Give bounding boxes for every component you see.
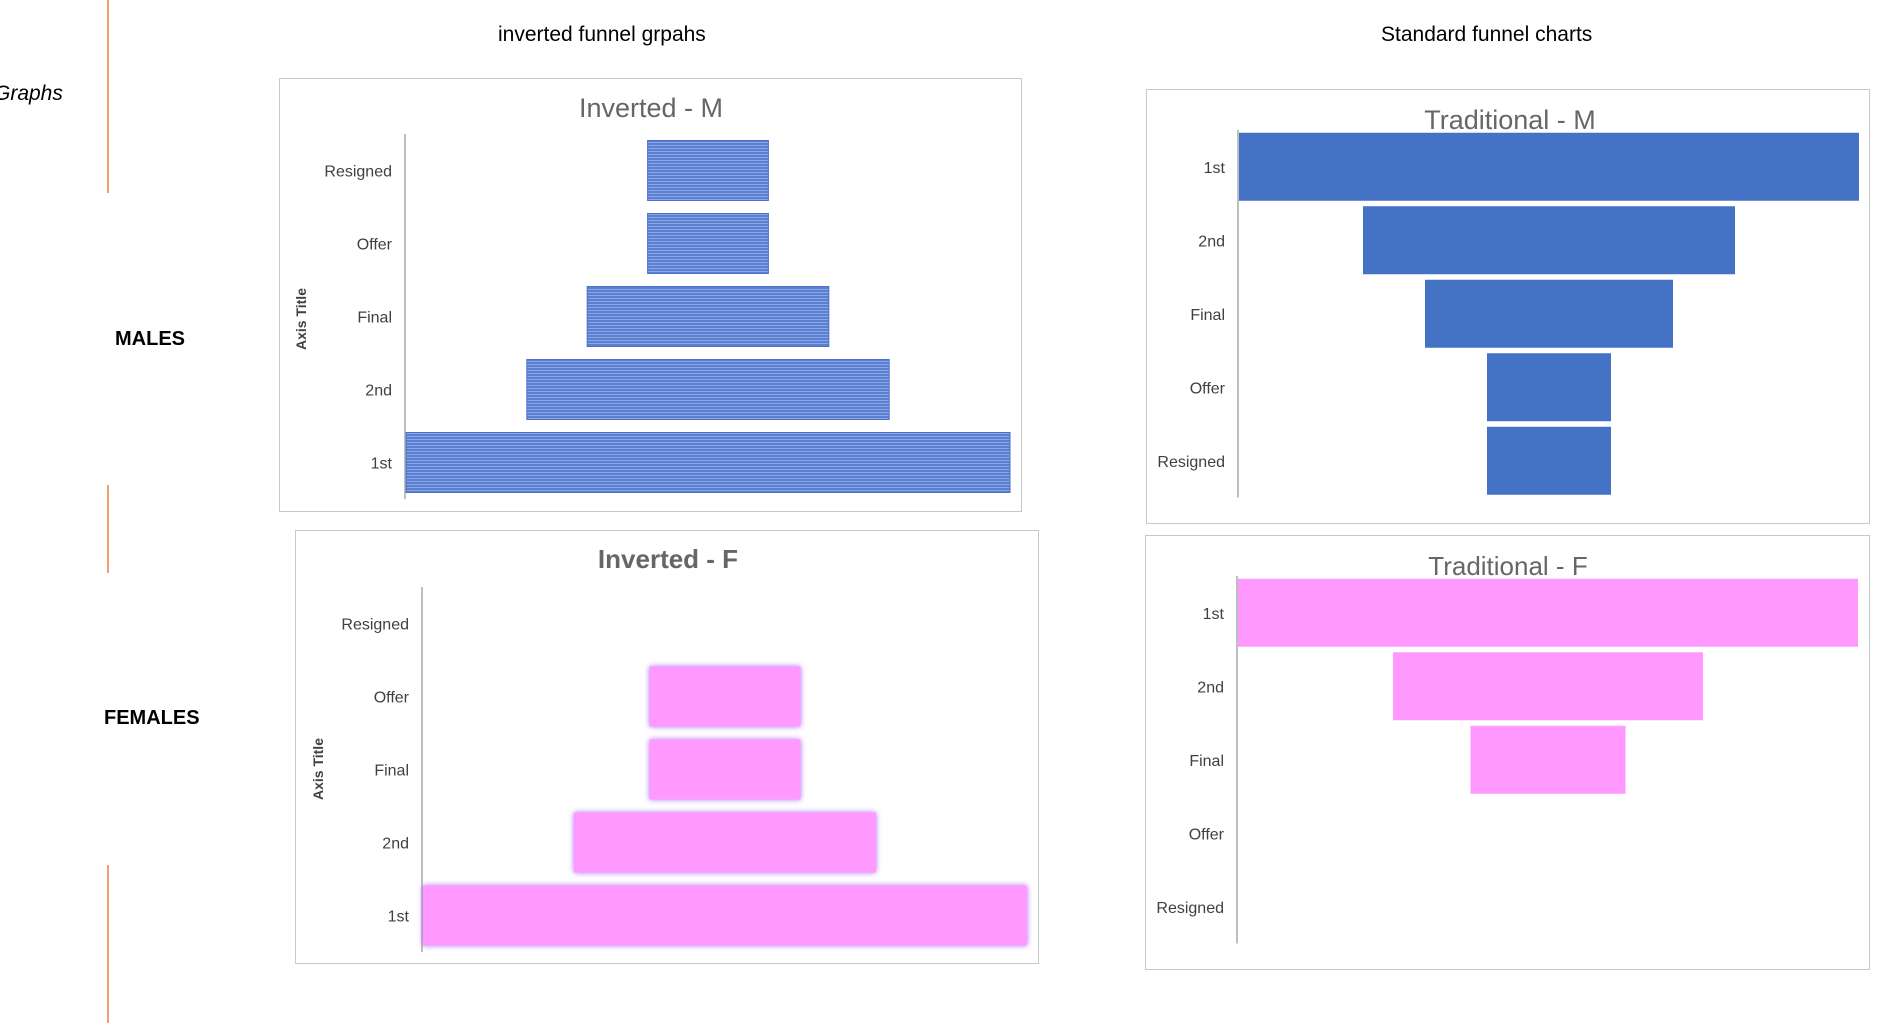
bar-1st[interactable] <box>1238 578 1858 647</box>
category-label-1st: 1st <box>388 909 410 926</box>
chart-traditional-f-svg: Traditional - F 1st 2nd Final Offer Resigned <box>1156 551 1858 944</box>
bar-final[interactable] <box>649 739 801 800</box>
category-label-offer: Offer <box>357 237 393 254</box>
chart-title: Inverted - F <box>598 544 738 574</box>
category-label-offer: Offer <box>374 690 410 707</box>
bar-offer[interactable] <box>649 666 801 727</box>
bar-1st[interactable] <box>405 432 1011 493</box>
bar-1st[interactable] <box>423 885 1027 946</box>
row-label-females: FEMALES <box>104 707 200 729</box>
bar-1st[interactable] <box>1239 132 1859 201</box>
bar-2nd[interactable] <box>526 359 890 420</box>
category-label-offer: Offer <box>1189 826 1225 843</box>
category-label-final: Final <box>357 310 392 327</box>
chart-inverted-f-svg: Inverted - F Axis Title Resigned Offer Final… <box>310 544 1027 952</box>
bar-resigned[interactable] <box>1487 426 1611 495</box>
chart-traditional-m[interactable]: Traditional - M 1st 2nd Final Offer Resigned <box>1146 89 1870 524</box>
orange-divider-top <box>107 0 109 193</box>
category-label-final: Final <box>374 763 409 780</box>
heading-inverted: inverted funnel grpahs <box>498 23 706 46</box>
category-label-resigned: Resigned <box>324 164 392 181</box>
bar-2nd[interactable] <box>1393 652 1703 721</box>
orange-divider-middle <box>107 485 109 573</box>
row-label-males: MALES <box>115 328 185 350</box>
graphs-label: Graphs <box>0 82 63 105</box>
category-label-2nd: 2nd <box>1197 679 1224 696</box>
chart-inverted-m[interactable]: Inverted - M Axis Title Resigned Offer Final… <box>279 78 1022 512</box>
category-label-2nd: 2nd <box>1198 233 1225 250</box>
chart-traditional-f[interactable]: Traditional - F 1st 2nd Final Offer Resigned <box>1145 535 1870 970</box>
chart-title: Traditional - M <box>1424 105 1596 135</box>
category-label-resigned: Resigned <box>1157 454 1225 471</box>
orange-divider-bottom <box>107 865 109 1023</box>
heading-standard: Standard funnel charts <box>1381 23 1593 46</box>
category-label-resigned: Resigned <box>341 617 409 634</box>
chart-inverted-f[interactable]: Inverted - F Axis Title Resigned Offer Final… <box>295 530 1039 964</box>
category-label-final: Final <box>1189 753 1224 770</box>
bar-offer[interactable] <box>1487 353 1611 422</box>
bar-final[interactable] <box>1470 725 1626 794</box>
category-label-final: Final <box>1190 307 1225 324</box>
chart-inverted-m-svg: Inverted - M Axis Title Resigned Offer Final… <box>293 93 1011 499</box>
bar-final[interactable] <box>1425 279 1673 348</box>
bar-offer[interactable] <box>647 213 769 274</box>
bar-resigned[interactable] <box>647 140 769 201</box>
chart-title: Traditional - F <box>1428 551 1587 581</box>
bar-final[interactable] <box>586 286 830 347</box>
category-label-2nd: 2nd <box>365 383 392 400</box>
category-label-1st: 1st <box>1204 160 1226 177</box>
category-label-resigned: Resigned <box>1156 900 1224 917</box>
category-label-1st: 1st <box>1203 606 1225 623</box>
chart-title: Inverted - M <box>579 93 723 123</box>
bar-2nd[interactable] <box>1363 206 1735 275</box>
chart-traditional-m-svg: Traditional - M 1st 2nd Final Offer Resigned <box>1157 105 1859 498</box>
y-axis-title: Axis Title <box>293 288 309 350</box>
bar-2nd[interactable] <box>574 812 876 873</box>
y-axis-title: Axis Title <box>310 738 326 800</box>
category-label-2nd: 2nd <box>382 836 409 853</box>
category-label-offer: Offer <box>1190 380 1226 397</box>
category-label-1st: 1st <box>371 456 393 473</box>
